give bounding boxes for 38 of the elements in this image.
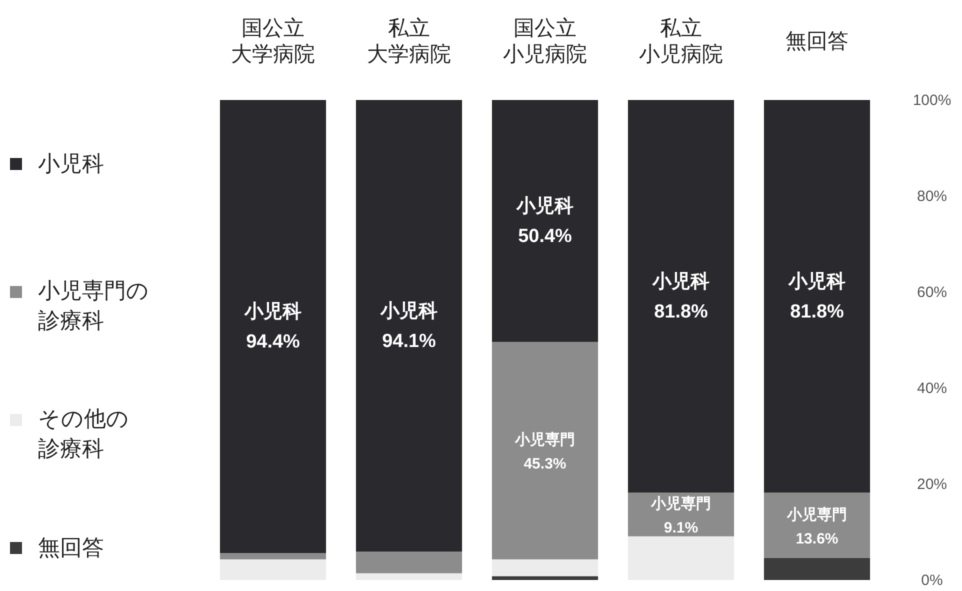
- bar: [492, 576, 598, 580]
- data-label: 小児科 81.8%: [788, 270, 846, 322]
- bar: [356, 573, 462, 580]
- bar: [764, 492, 870, 558]
- legend-label: その他の診療科: [38, 406, 129, 461]
- x-tick-label: 私立大学病院: [367, 17, 451, 66]
- data-label: 小児専門 9.1%: [650, 495, 711, 536]
- bar: [356, 552, 462, 574]
- legend-label: 小児科: [38, 151, 104, 176]
- data-label: 小児科 81.8%: [652, 270, 710, 322]
- y-tick-label: 60%: [916, 284, 948, 301]
- bar: [220, 100, 326, 554]
- y-tick-label: 80%: [916, 188, 948, 205]
- bar: [492, 342, 598, 560]
- x-tick-label: 国公立大学病院: [231, 17, 315, 66]
- y-tick-label: 0%: [921, 572, 943, 589]
- bar: [764, 100, 870, 493]
- bar: [492, 100, 598, 342]
- x-tick-label: 国公立小児病院: [503, 17, 587, 66]
- data-label: 小児専門 45.3%: [514, 432, 575, 473]
- bar: [492, 559, 598, 576]
- y-tick-label: 100%: [912, 92, 952, 109]
- data-label: 小児科 94.4%: [244, 300, 302, 353]
- bar: [628, 536, 734, 580]
- legend-label: 無回答: [38, 535, 104, 560]
- data-label: 小児専門 13.6%: [786, 506, 847, 548]
- bar: [220, 559, 326, 580]
- y-tick-label: 40%: [916, 380, 948, 397]
- data-label: 小児科 94.1%: [380, 300, 438, 352]
- bar: [764, 558, 870, 580]
- legend-label: 小児専門の診療科: [38, 278, 149, 333]
- y-tick-label: 20%: [916, 476, 948, 493]
- bar: [220, 553, 326, 560]
- bar: [628, 100, 734, 493]
- x-tick-label: 無回答: [786, 30, 848, 53]
- x-tick-label: 私立小児病院: [639, 17, 723, 66]
- data-label: 小児科 50.4%: [516, 194, 574, 247]
- bar: [356, 100, 462, 552]
